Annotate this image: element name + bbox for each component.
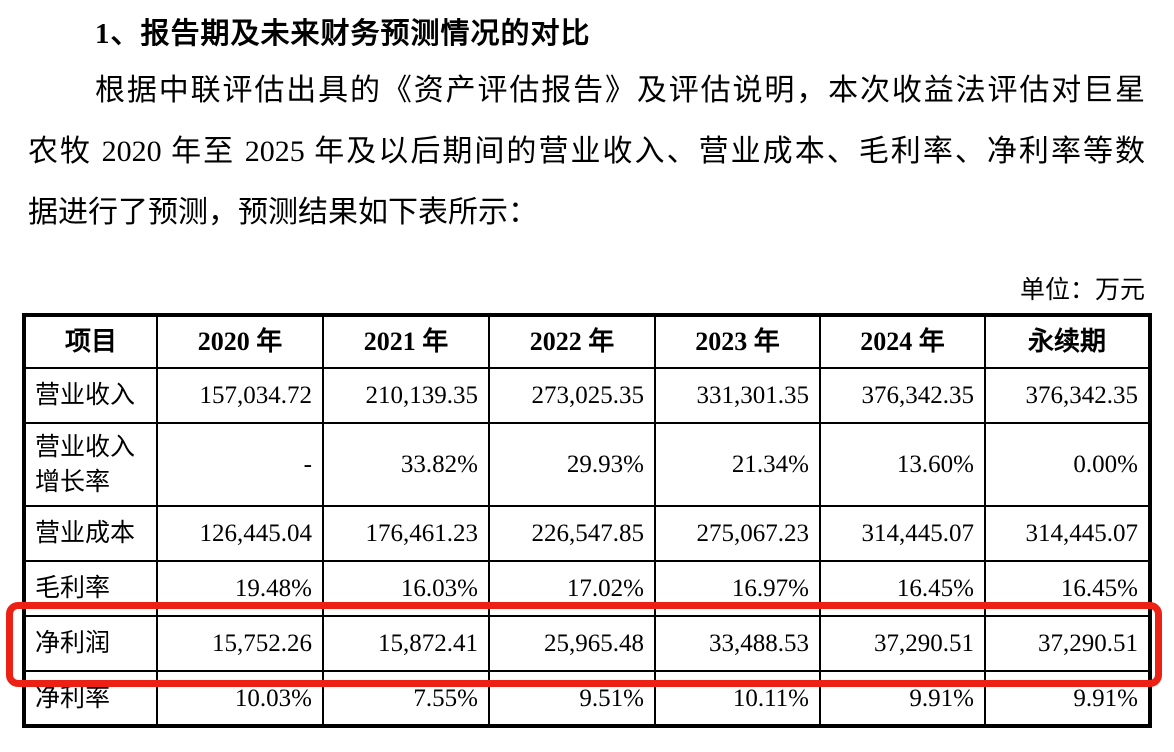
cell-value: 33,488.53 <box>654 615 821 672</box>
cell-value: 9.51% <box>488 670 656 727</box>
cell-value: 16.45% <box>984 560 1151 617</box>
table-row-gross-margin: 毛利率 19.48% 16.03% 17.02% 16.97% 16.45% 1… <box>23 560 1151 617</box>
cell-value: 376,342.35 <box>819 367 986 424</box>
cell-value: 9.91% <box>819 670 986 727</box>
cell-value: 314,445.07 <box>984 505 1151 562</box>
col-header-2022: 2022 年 <box>488 314 656 369</box>
col-header-perpetual: 永续期 <box>984 314 1151 369</box>
row-label: 净利率 <box>23 670 158 727</box>
cell-value: 13.60% <box>819 422 986 507</box>
intro-paragraph: 根据中联评估出具的《资产评估报告》及评估说明，本次收益法评估对巨星 农牧 202… <box>28 60 1145 243</box>
cell-value: 37,290.51 <box>819 615 986 672</box>
table-header-row: 项目 2020 年 2021 年 2022 年 2023 年 2024 年 永续… <box>23 314 1151 369</box>
cell-value: 25,965.48 <box>488 615 656 672</box>
cell-value: 226,547.85 <box>488 505 656 562</box>
row-label: 毛利率 <box>23 560 158 617</box>
cell-value: 17.02% <box>488 560 656 617</box>
cell-value: 9.91% <box>984 670 1151 727</box>
cell-value: 0.00% <box>984 422 1151 507</box>
paragraph-line-2: 农牧 2020 年至 2025 年及以后期间的营业收入、营业成本、毛利率、净利率… <box>28 135 1145 168</box>
col-header-2023: 2023 年 <box>654 314 821 369</box>
row-label: 营业成本 <box>23 505 158 562</box>
cell-value: 275,067.23 <box>654 505 821 562</box>
table-row-revenue-growth-rate: 营业收入增长率 - 33.82% 29.93% 21.34% 13.60% 0.… <box>23 422 1151 507</box>
table-row-net-profit: 净利润 15,752.26 15,872.41 25,965.48 33,488… <box>23 615 1151 672</box>
table-row-net-margin: 净利率 10.03% 7.55% 9.51% 10.11% 9.91% 9.91… <box>23 670 1151 727</box>
cell-value: 7.55% <box>322 670 490 727</box>
cell-value: 126,445.04 <box>156 505 324 562</box>
col-header-item: 项目 <box>23 314 158 369</box>
cell-value: 176,461.23 <box>322 505 490 562</box>
cell-value: 376,342.35 <box>984 367 1151 424</box>
section-heading: 1、报告期及未来财务预测情况的对比 <box>95 18 591 50</box>
cell-value: 331,301.35 <box>654 367 821 424</box>
forecast-table: 项目 2020 年 2021 年 2022 年 2023 年 2024 年 永续… <box>22 313 1152 728</box>
paragraph-line-1: 根据中联评估出具的《资产评估报告》及评估说明，本次收益法评估对巨星 <box>95 74 1145 107</box>
cell-value: 21.34% <box>654 422 821 507</box>
cell-value: 16.03% <box>322 560 490 617</box>
cell-value: 37,290.51 <box>984 615 1151 672</box>
cell-value: 19.48% <box>156 560 324 617</box>
row-label: 净利润 <box>23 615 158 672</box>
cell-value: 10.11% <box>654 670 821 727</box>
cell-value: 15,872.41 <box>322 615 490 672</box>
cell-value: 10.03% <box>156 670 324 727</box>
cell-value: 33.82% <box>322 422 490 507</box>
cell-value: 210,139.35 <box>322 367 490 424</box>
row-label: 营业收入 <box>23 367 158 424</box>
col-header-2021: 2021 年 <box>322 314 490 369</box>
cell-value: 157,034.72 <box>156 367 324 424</box>
table-row-operating-cost: 营业成本 126,445.04 176,461.23 226,547.85 27… <box>23 505 1151 562</box>
col-header-2020: 2020 年 <box>156 314 324 369</box>
cell-value: - <box>156 422 324 507</box>
col-header-2024: 2024 年 <box>819 314 986 369</box>
row-label: 营业收入增长率 <box>23 422 158 507</box>
cell-value: 29.93% <box>488 422 656 507</box>
unit-label: 单位：万元 <box>1019 277 1145 304</box>
table-row-revenue: 营业收入 157,034.72 210,139.35 273,025.35 33… <box>23 367 1151 424</box>
cell-value: 16.45% <box>819 560 986 617</box>
cell-value: 15,752.26 <box>156 615 324 672</box>
cell-value: 314,445.07 <box>819 505 986 562</box>
cell-value: 16.97% <box>654 560 821 617</box>
paragraph-line-3: 据进行了预测，预测结果如下表所示： <box>28 196 538 229</box>
cell-value: 273,025.35 <box>488 367 656 424</box>
